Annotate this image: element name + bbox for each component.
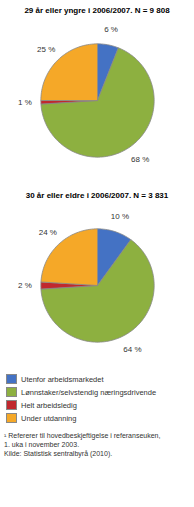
svg-text:24 %: 24 % bbox=[39, 228, 57, 237]
html-text:Under utdanning: Under utdanning bbox=[21, 413, 77, 423]
svg-text:6 %: 6 % bbox=[104, 25, 118, 34]
html-text:¹ Refererer til hovedbeskjefti: ¹ Refererer til hovedbeskjeftigelse i re… bbox=[4, 432, 161, 458]
svg-text:25 %: 25 % bbox=[37, 45, 55, 54]
svg-text:2 %: 2 % bbox=[18, 281, 32, 290]
svg-text:10 %: 10 % bbox=[111, 212, 129, 221]
svg-text:68 %: 68 % bbox=[131, 155, 149, 164]
html-text:30 år eller eldre i 2006/2007.: 30 år eller eldre i 2006/2007. N = 3 831 bbox=[25, 191, 169, 200]
svg-text:1 %: 1 % bbox=[18, 98, 32, 107]
html-text:Utenfor arbeidsmarkedet: Utenfor arbeidsmarkedet bbox=[21, 374, 104, 384]
html-text:Helt arbeidsledig: Helt arbeidsledig bbox=[21, 400, 77, 410]
html-text:29 år eller yngre i 2006/2007.: 29 år eller yngre i 2006/2007. N = 9 808 bbox=[24, 6, 170, 15]
html-text:Lønnstaker/selvstendig nærings: Lønnstaker/selvstendig næringsdrivende bbox=[21, 387, 157, 397]
svg-text:64 %: 64 % bbox=[123, 345, 141, 354]
